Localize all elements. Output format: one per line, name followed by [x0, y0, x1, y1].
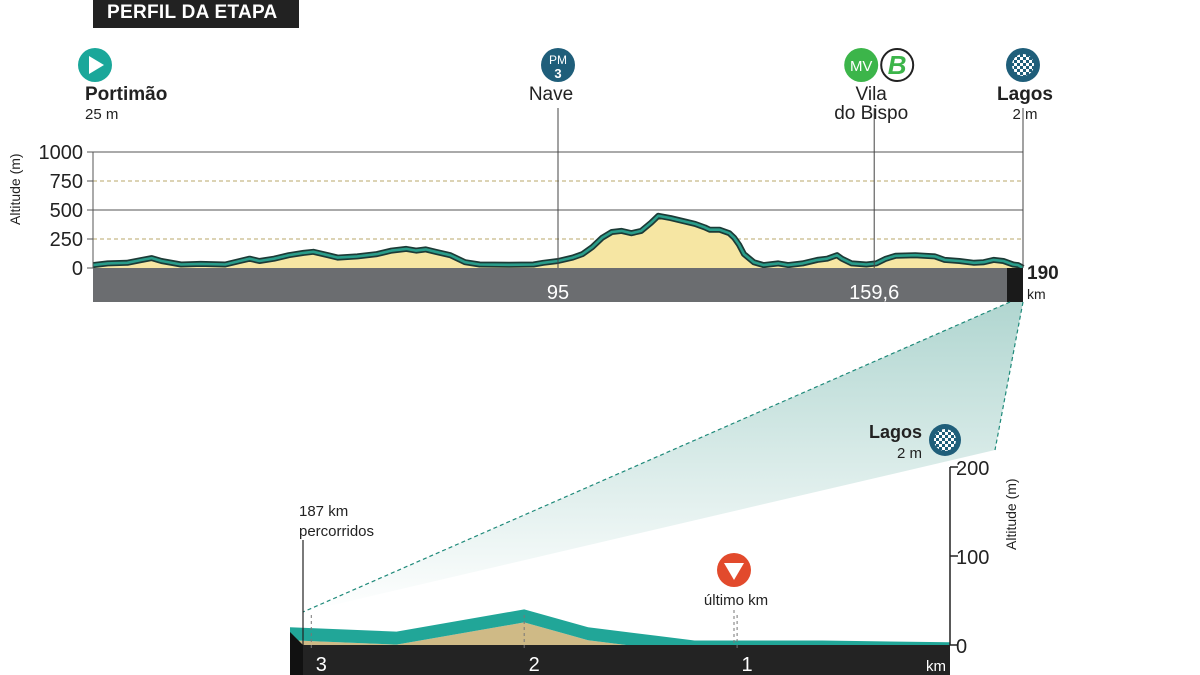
- top-profile-area-group: [92, 212, 1025, 271]
- mountain-pass-icon: PM3: [541, 48, 575, 82]
- top-x-marker-label: 95: [547, 282, 569, 304]
- top-point-name-line1: Vila: [856, 84, 888, 105]
- top-base-finish-segment: [1007, 268, 1023, 302]
- top-y-tick-label: 250: [50, 229, 83, 251]
- final-km-surface: [290, 609, 950, 656]
- final-km-y-tick-label: 100: [956, 547, 989, 569]
- mountain-pass-category: 3: [554, 66, 561, 81]
- last-km-label: último km: [704, 592, 768, 609]
- sprint-label: MV: [850, 58, 873, 75]
- top-point-name: Lagos: [997, 84, 1053, 105]
- top-base-bar: [93, 268, 1023, 302]
- final-km-x-unit: km: [926, 658, 946, 675]
- final-km-x-tick-label: 3: [316, 654, 327, 675]
- final-km-base-bar: [290, 645, 950, 675]
- final-km-x-tick-label: 1: [742, 654, 753, 675]
- top-x-marker-label: 159,6: [849, 282, 899, 304]
- final-km-x-axis: 3 2 1 km: [310, 615, 946, 675]
- zoom-connector-line-left: [302, 301, 1011, 613]
- mountain-pass-label: PM: [549, 53, 567, 67]
- final-km-finish-name: Lagos: [869, 422, 922, 442]
- top-y-tick-label: 750: [50, 171, 83, 193]
- top-profile-line: [92, 214, 1024, 269]
- top-y-tick-label: 1000: [39, 142, 84, 164]
- last-km-triangle-icon: [717, 553, 751, 587]
- top-point-altitude: 2 m: [1012, 106, 1037, 123]
- final-km-start-annotation-2: percorridos: [299, 523, 374, 540]
- final-km-y-tick-label: 200: [956, 458, 989, 480]
- top-y-axis: 0 250 500 750 1000: [39, 142, 94, 280]
- start-flag-icon: [78, 48, 112, 82]
- final-km-y-axis-label: Altitude (m): [1003, 478, 1019, 550]
- final-km-base-bevel: [290, 632, 303, 675]
- final-km-finish-altitude: 2 m: [897, 445, 922, 462]
- top-x-end-label: 190: [1027, 263, 1059, 284]
- final-km-finish-flag-icon: [929, 424, 961, 456]
- top-y-axis-label: Altitude (m): [7, 153, 23, 225]
- bonus-icon: B: [880, 48, 915, 82]
- finish-flag-icon: [1006, 48, 1040, 82]
- top-point-name-line2: do Bispo: [834, 103, 908, 124]
- top-y-tick-label: 500: [50, 200, 83, 222]
- final-km-y-tick-label: 0: [956, 636, 967, 658]
- top-point-name: Nave: [529, 84, 573, 105]
- top-x-end-unit: km: [1027, 286, 1046, 302]
- top-point-altitude: 25 m: [85, 106, 118, 123]
- final-km-chart: [290, 609, 950, 675]
- final-km-start-annotation-1: 187 km: [299, 503, 348, 520]
- intermediate-sprint-icon: MV: [844, 48, 879, 82]
- top-point-name: Portimão: [85, 84, 167, 105]
- top-y-tick-label: 0: [72, 258, 83, 280]
- final-km-y-axis: 0 100 200: [949, 458, 989, 658]
- zoom-connector-area: [303, 302, 1023, 612]
- page-title: PERFIL DA ETAPA: [93, 0, 299, 28]
- final-km-x-tick-label: 2: [529, 654, 540, 675]
- bonus-label: B: [888, 50, 907, 80]
